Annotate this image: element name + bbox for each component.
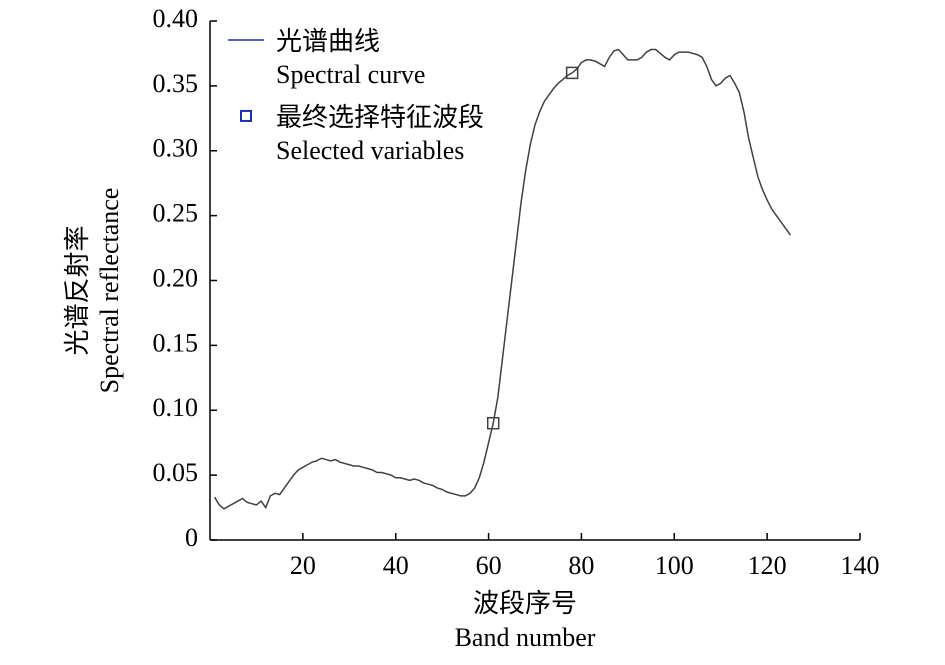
legend-label: 光谱曲线 <box>276 27 380 56</box>
x-tick-label: 80 <box>568 551 594 580</box>
y-tick-label: 0.30 <box>153 134 199 163</box>
y-axis-label: Spectral reflectance <box>95 188 124 394</box>
x-tick-label: 60 <box>476 551 502 580</box>
y-tick-label: 0.40 <box>153 4 199 33</box>
y-tick-label: 0.20 <box>153 263 199 292</box>
legend-label: Selected variables <box>276 136 464 165</box>
x-tick-label: 40 <box>383 551 409 580</box>
x-tick-label: 100 <box>655 551 694 580</box>
y-tick-label: 0.35 <box>153 69 199 98</box>
x-tick-label: 140 <box>841 551 880 580</box>
y-tick-label: 0.15 <box>153 328 199 357</box>
y-tick-label: 0.05 <box>153 458 199 487</box>
legend-label: Spectral curve <box>276 60 425 89</box>
y-tick-label: 0.25 <box>153 199 199 228</box>
x-axis-label: Band number <box>455 623 596 652</box>
y-tick-label: 0.10 <box>153 393 199 422</box>
selected-marker <box>486 416 500 430</box>
legend-marker <box>240 109 252 122</box>
x-tick-label: 120 <box>748 551 787 580</box>
selected-marker <box>565 66 579 80</box>
y-axis-label: 光谱反射率 <box>63 225 92 355</box>
spectral-line <box>213 48 791 510</box>
x-axis-label: 波段序号 <box>473 589 577 618</box>
y-tick-label: 0 <box>185 523 198 552</box>
x-tick-label: 20 <box>290 551 316 580</box>
legend-label: 最终选择特征波段 <box>276 103 484 132</box>
